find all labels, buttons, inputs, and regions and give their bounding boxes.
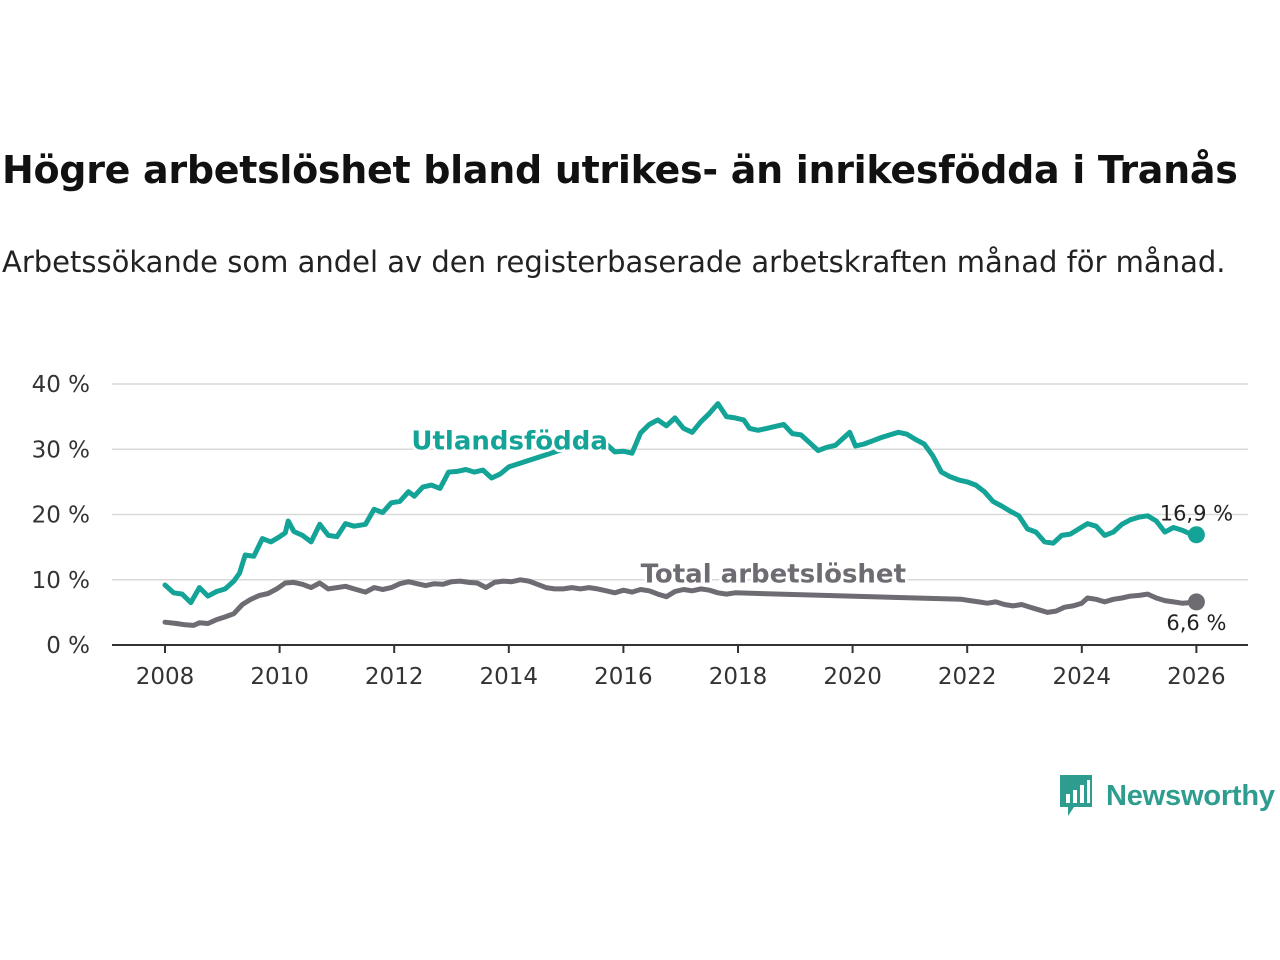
x-tick-label: 2026 [1167,664,1226,690]
x-tick-label: 2012 [365,664,424,690]
brand-name: Newsworthy [1106,779,1275,812]
series-line-0 [162,401,1199,606]
chart-subtitle: Arbetssökande som andel av den registerb… [2,245,1226,279]
y-axis-ticks: 0 % 10 % 20 % 30 % 40 % [32,372,90,659]
y-tick-label: 0 % [46,633,90,659]
chart-title: Högre arbetslöshet bland utrikes- än inr… [2,148,1238,192]
newsworthy-logo: Newsworthy [1058,773,1275,819]
x-tick-label: 2018 [709,664,768,690]
series-name-label: Total arbetslöshet [641,559,906,589]
series-name-label: Utlandsfödda [411,426,608,456]
x-tick-label: 2008 [136,664,195,690]
grid-lines [112,383,1248,646]
x-tick-label: 2022 [938,664,997,690]
series-labels: 16,9 % Utlandsfödda 6,6 % Total arbetslöshe… [409,424,1233,635]
y-tick-label: 40 % [32,372,90,398]
x-tick-label: 2020 [823,664,882,690]
x-tick-label: 2024 [1053,664,1112,690]
end-point-0 [1187,526,1205,544]
y-tick-label: 20 % [32,503,90,529]
x-axis: 2008 2010 2012 2014 2016 2018 2020 2022 2024 2026 [136,645,1226,690]
end-value-label: 16,9 % [1160,502,1233,526]
y-tick-label: 10 % [32,568,90,594]
bar-chart-icon [1060,775,1092,816]
x-tick-label: 2014 [480,664,539,690]
x-tick-label: 2016 [594,664,653,690]
series-lines [162,401,1205,628]
x-tick-label: 2010 [250,664,309,690]
end-value-label: 6,6 % [1166,611,1226,635]
y-tick-label: 30 % [32,437,90,463]
series-line-1 [162,577,1199,628]
end-point-1 [1187,593,1205,611]
